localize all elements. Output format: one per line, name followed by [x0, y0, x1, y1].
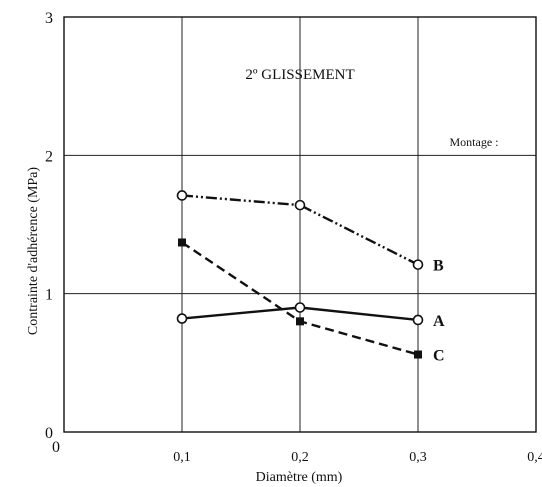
series-end-label: A — [433, 313, 445, 330]
data-point — [176, 313, 188, 324]
data-point — [294, 302, 306, 313]
x-tick-label: 0 — [52, 439, 60, 456]
y-axis-ticks: 0 1 2 3 — [45, 10, 53, 442]
series-a: A — [176, 302, 445, 330]
series-end-label: B — [433, 258, 444, 275]
x-tick-label: 0,2 — [291, 450, 309, 465]
data-point — [414, 350, 422, 359]
series-b: B — [176, 190, 444, 275]
series-group: A B C — [176, 190, 445, 365]
x-axis-label: Diamètre (mm) — [256, 470, 343, 485]
x-axis-ticks: 0 0,1 0,2 0,3 0,4 — [52, 439, 542, 465]
plot-frame — [63, 16, 537, 433]
legend-title: Montage : — [450, 135, 499, 149]
data-point — [412, 314, 424, 326]
data-point — [294, 199, 306, 211]
data-point — [176, 190, 188, 201]
x-tick-label: 0,3 — [409, 450, 427, 465]
series-end-label: C — [433, 348, 445, 365]
y-tick-label: 0 — [45, 425, 53, 442]
y-axis-label: Contrainte d'adhérence (MPa) — [26, 167, 41, 335]
chart-title: 2º GLISSEMENT — [245, 67, 354, 83]
x-tick-label: 0,1 — [173, 450, 191, 465]
y-tick-label: 1 — [45, 287, 53, 304]
y-tick-label: 2 — [45, 148, 53, 165]
data-point — [412, 259, 424, 270]
data-point — [296, 317, 304, 326]
y-tick-label: 3 — [45, 10, 53, 27]
data-point — [178, 238, 186, 247]
series-line — [181, 194, 419, 266]
series-c: C — [178, 238, 445, 365]
x-tick-label: 0,4 — [527, 450, 542, 465]
